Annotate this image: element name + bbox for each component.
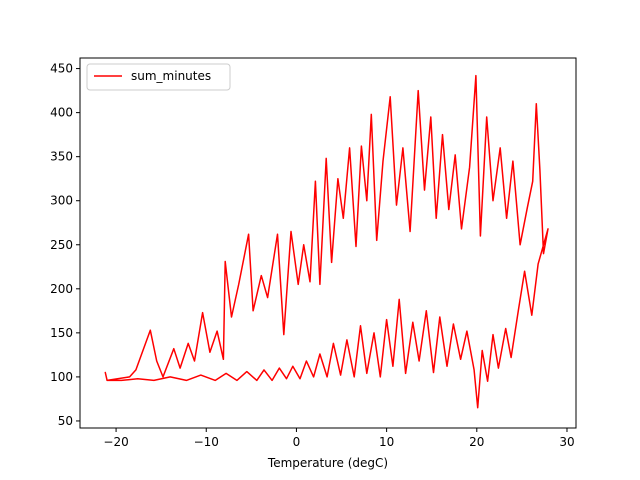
y-axis: 50 100 150 200 250 300 350 400 450: [50, 62, 80, 428]
x-tick-label: 30: [559, 435, 574, 449]
y-tick-label: 400: [50, 106, 73, 120]
x-tick-label: 10: [379, 435, 394, 449]
x-axis: −20 −10 0 10 20 30: [103, 428, 575, 449]
x-tick-label: 0: [293, 435, 301, 449]
x-axis-label: Temperature (degC): [267, 456, 388, 470]
y-tick-label: 50: [58, 414, 73, 428]
y-tick-label: 350: [50, 150, 73, 164]
x-tick-label: −20: [103, 435, 128, 449]
y-tick-label: 300: [50, 194, 73, 208]
y-tick-label: 450: [50, 62, 73, 76]
x-tick-label: −10: [194, 435, 219, 449]
x-tick-label: 20: [469, 435, 484, 449]
y-tick-label: 250: [50, 238, 73, 252]
y-tick-label: 100: [50, 370, 73, 384]
legend: sum_minutes: [86, 63, 231, 91]
plot-frame: [79, 57, 577, 429]
legend-label: sum_minutes: [131, 69, 211, 83]
y-tick-label: 150: [50, 326, 73, 340]
series-line-sum_minutes: [104, 74, 549, 409]
legend-box: [86, 63, 231, 91]
y-tick-label: 200: [50, 282, 73, 296]
